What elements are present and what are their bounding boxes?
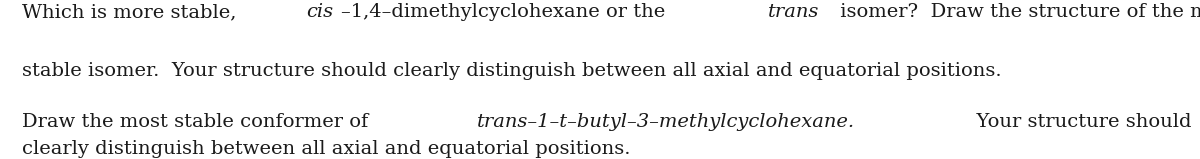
- Text: trans: trans: [768, 3, 820, 21]
- Text: stable isomer.  Your structure should clearly distinguish between all axial and : stable isomer. Your structure should cle…: [22, 62, 1001, 80]
- Text: trans–1–t–butyl–3–methylcyclohexane.: trans–1–t–butyl–3–methylcyclohexane.: [476, 113, 854, 131]
- Text: Which is more stable,: Which is more stable,: [22, 3, 242, 21]
- Text: isomer?  Draw the structure of the more: isomer? Draw the structure of the more: [834, 3, 1200, 21]
- Text: Your structure should: Your structure should: [965, 113, 1192, 131]
- Text: –1,4–dimethylcyclohexane or the: –1,4–dimethylcyclohexane or the: [341, 3, 672, 21]
- Text: cis: cis: [306, 3, 334, 21]
- Text: Draw the most stable conformer of: Draw the most stable conformer of: [22, 113, 374, 131]
- Text: clearly distinguish between all axial and equatorial positions.: clearly distinguish between all axial an…: [22, 140, 630, 158]
